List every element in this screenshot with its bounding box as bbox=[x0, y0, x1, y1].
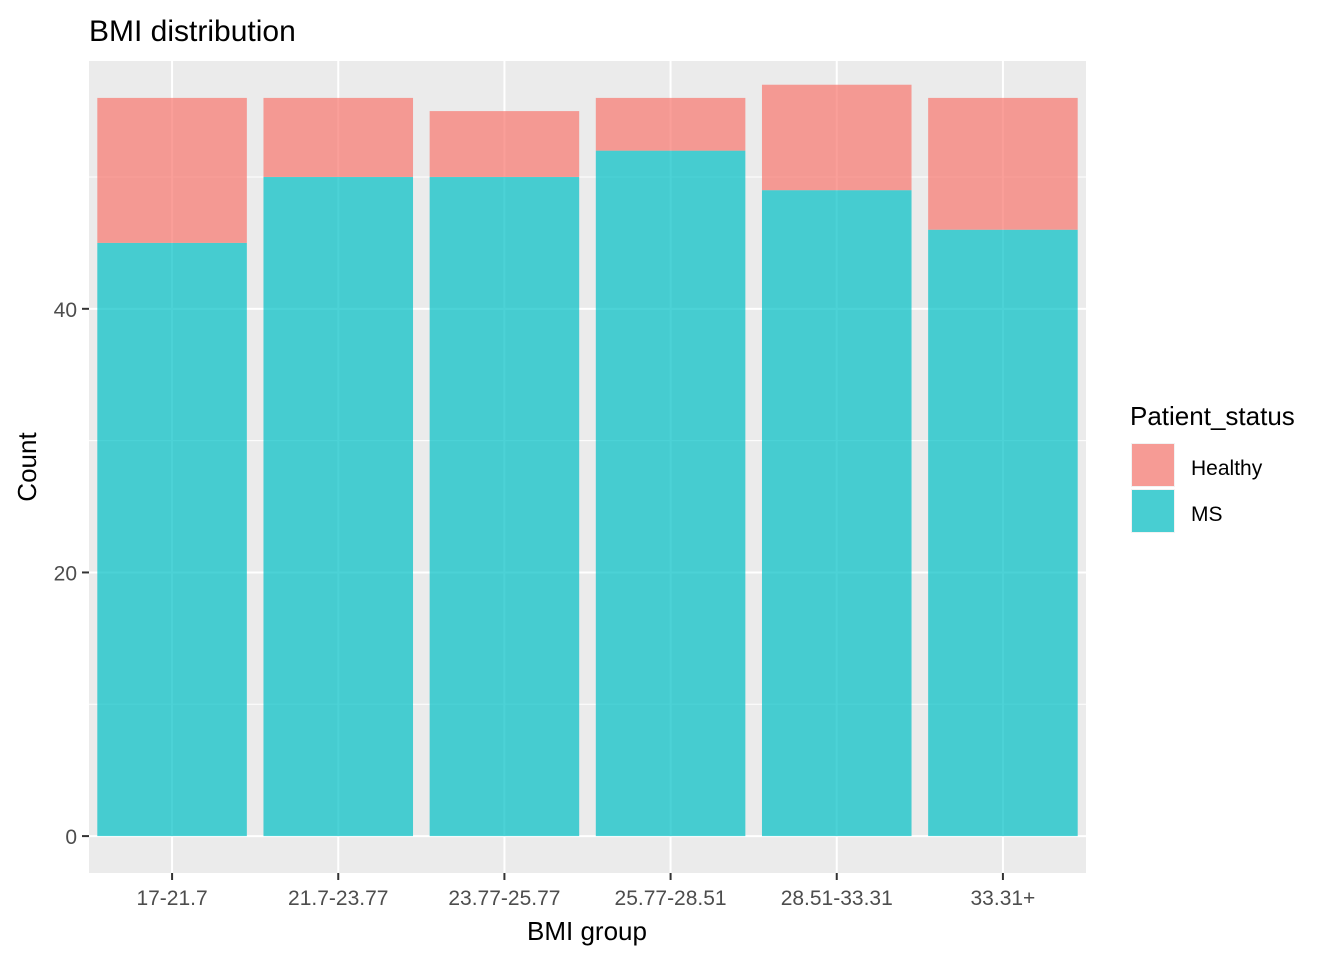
bar-healthy-21.7-23.77 bbox=[263, 97, 414, 177]
legend: Patient_status Healthy MS bbox=[1130, 401, 1295, 533]
legend-key-ms bbox=[1132, 490, 1174, 532]
bar-healthy-25.77-28.51 bbox=[595, 97, 746, 151]
legend-key-healthy bbox=[1132, 444, 1174, 486]
x-tick-label: 33.31+ bbox=[971, 887, 1036, 910]
bar-ms-28.51-33.31 bbox=[761, 190, 912, 837]
plot-panel bbox=[89, 61, 1086, 873]
bar-healthy-23.77-25.77 bbox=[429, 111, 580, 177]
x-tick-label: 21.7-23.77 bbox=[288, 887, 388, 910]
legend-title: Patient_status bbox=[1130, 401, 1295, 431]
legend-label-ms: MS bbox=[1191, 503, 1223, 526]
bar-ms-21.7-23.77 bbox=[263, 177, 414, 837]
bar-ms-25.77-28.51 bbox=[595, 150, 746, 837]
bar-healthy-17-21.7 bbox=[97, 97, 247, 243]
x-tick-label: 23.77-25.77 bbox=[448, 887, 560, 910]
x-tick-label: 17-21.7 bbox=[136, 887, 207, 910]
y-axis-title: Count bbox=[12, 432, 42, 502]
bar-ms-23.77-25.77 bbox=[429, 177, 580, 837]
minor-gridlines bbox=[89, 176, 1086, 705]
y-tick-label: 20 bbox=[54, 562, 77, 585]
x-axis-title: BMI group bbox=[527, 916, 647, 946]
y-tick-label: 0 bbox=[65, 826, 77, 849]
chart-title: BMI distribution bbox=[89, 15, 296, 48]
bar-ms-17-21.7 bbox=[97, 242, 247, 837]
bars-group bbox=[97, 84, 1078, 837]
x-tick-label: 25.77-28.51 bbox=[615, 887, 727, 910]
bar-ms-33.31+ bbox=[928, 229, 1078, 837]
y-tick-label: 40 bbox=[54, 299, 77, 322]
legend-label-healthy: Healthy bbox=[1191, 457, 1263, 480]
x-tick-label: 28.51-33.31 bbox=[781, 887, 893, 910]
y-axis: 0 20 40 bbox=[54, 299, 89, 849]
bar-healthy-28.51-33.31 bbox=[761, 84, 912, 191]
x-axis: 17-21.7 21.7-23.77 23.77-25.77 25.77-28.51 2… bbox=[136, 873, 1035, 910]
bar-healthy-33.31+ bbox=[928, 97, 1078, 230]
